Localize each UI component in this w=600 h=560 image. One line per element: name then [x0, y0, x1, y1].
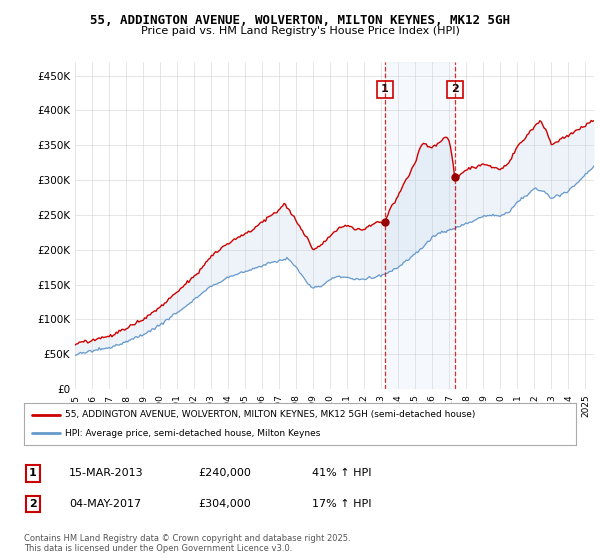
Text: Price paid vs. HM Land Registry's House Price Index (HPI): Price paid vs. HM Land Registry's House …	[140, 26, 460, 36]
Text: 55, ADDINGTON AVENUE, WOLVERTON, MILTON KEYNES, MK12 5GH: 55, ADDINGTON AVENUE, WOLVERTON, MILTON …	[90, 14, 510, 27]
Text: £240,000: £240,000	[198, 468, 251, 478]
Text: 55, ADDINGTON AVENUE, WOLVERTON, MILTON KEYNES, MK12 5GH (semi-detached house): 55, ADDINGTON AVENUE, WOLVERTON, MILTON …	[65, 410, 476, 419]
Bar	[385, 62, 455, 389]
Text: 1: 1	[381, 85, 389, 95]
Text: 17% ↑ HPI: 17% ↑ HPI	[312, 499, 371, 509]
Text: HPI: Average price, semi-detached house, Milton Keynes: HPI: Average price, semi-detached house,…	[65, 429, 321, 438]
Text: 15-MAR-2013: 15-MAR-2013	[69, 468, 143, 478]
Text: 41% ↑ HPI: 41% ↑ HPI	[312, 468, 371, 478]
Text: 2: 2	[451, 85, 459, 95]
Text: 1: 1	[29, 468, 37, 478]
Text: Contains HM Land Registry data © Crown copyright and database right 2025.
This d: Contains HM Land Registry data © Crown c…	[24, 534, 350, 553]
Text: 2: 2	[29, 499, 37, 509]
Text: £304,000: £304,000	[198, 499, 251, 509]
Text: 04-MAY-2017: 04-MAY-2017	[69, 499, 141, 509]
